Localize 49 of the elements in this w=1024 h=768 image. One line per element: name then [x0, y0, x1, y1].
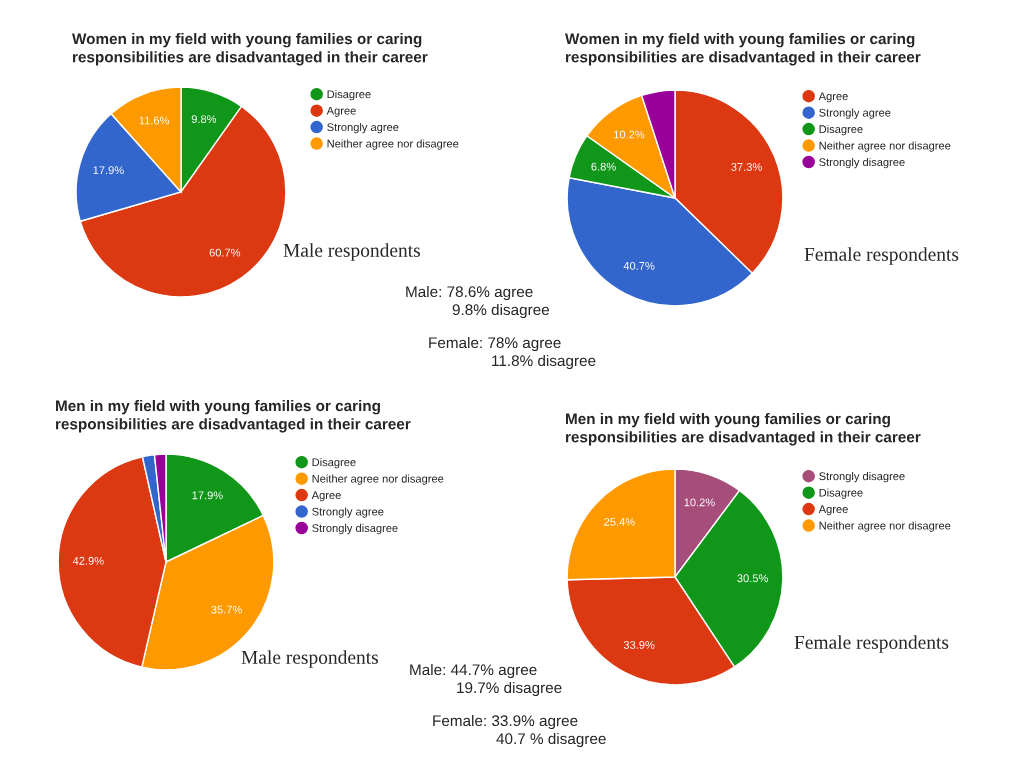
legend-label: Disagree — [819, 124, 863, 136]
data-label: 42.9% — [72, 556, 104, 565]
legend-label: Agree — [818, 505, 848, 516]
legend-label: Agree — [326, 106, 356, 117]
data-label: 37.3% — [731, 162, 762, 171]
data-label: 40.7% — [623, 261, 655, 270]
text: Female respondents — [794, 635, 949, 653]
text: Male respondents — [241, 650, 378, 668]
text: Female respondents — [804, 247, 959, 265]
chart-title: Men in my field with young families or caring responsibilities are disadvantaged in their career — [566, 413, 921, 446]
text: Female: 33.9% agree — [433, 714, 578, 730]
text: 9.8% disagree — [452, 303, 549, 319]
data-label: 11.6% — [139, 116, 170, 125]
legend-label: Disagree — [312, 458, 356, 469]
data-label: 10.2% — [684, 498, 715, 507]
legend-label: Strongly disagree — [819, 157, 905, 169]
chart-title: Men in my field with young families or caring responsibilities are disadvantaged in their career — [56, 400, 411, 433]
data-label: 6.8% — [591, 162, 616, 171]
legend-label: Strongly agree — [819, 108, 891, 119]
chart-title: Women in my field with young families or caring responsibilities are disadvantaged in their career — [565, 33, 921, 66]
legend-label: Strongly agree — [327, 122, 399, 134]
legend-label: Disagree — [327, 90, 371, 101]
text: 11.8% disagree — [492, 354, 596, 370]
legend-label: Agree — [818, 92, 848, 103]
legend-label: Neither agree nor disagree — [312, 474, 444, 485]
text: 40.7 % disagree — [496, 732, 606, 748]
data-label: 60.7% — [209, 248, 241, 257]
text: 19.7% disagree — [457, 681, 562, 697]
legend-label: Neither agree nor disagree — [819, 521, 951, 532]
text: Male: 78.6% agree — [406, 285, 533, 301]
data-label: 33.9% — [623, 640, 655, 649]
data-label: 30.5% — [737, 574, 768, 583]
data-label: 17.9% — [93, 166, 124, 175]
text: Male: 44.7% agree — [410, 663, 537, 679]
data-label: 25.4% — [604, 517, 635, 526]
legend-label: Disagree — [819, 488, 863, 499]
legend-label: Strongly agree — [312, 507, 384, 518]
text: Male respondents — [283, 243, 420, 261]
legend-label: Strongly disagree — [312, 523, 398, 535]
data-label: 9.8% — [191, 115, 217, 123]
chart-title: Women in my field with young families or caring responsibilities are disadvantaged in their career — [72, 33, 428, 66]
data-label: 35.7% — [211, 605, 242, 614]
legend-label: Strongly disagree — [819, 472, 905, 483]
legend-label: Agree — [311, 491, 341, 502]
data-label: 17.9% — [192, 491, 223, 500]
legend-label: Neither agree nor disagree — [819, 141, 951, 152]
data-label: 10.2% — [614, 130, 645, 139]
legend-label: Neither agree nor disagree — [327, 139, 459, 150]
text: Female: 78% agree — [429, 336, 561, 352]
